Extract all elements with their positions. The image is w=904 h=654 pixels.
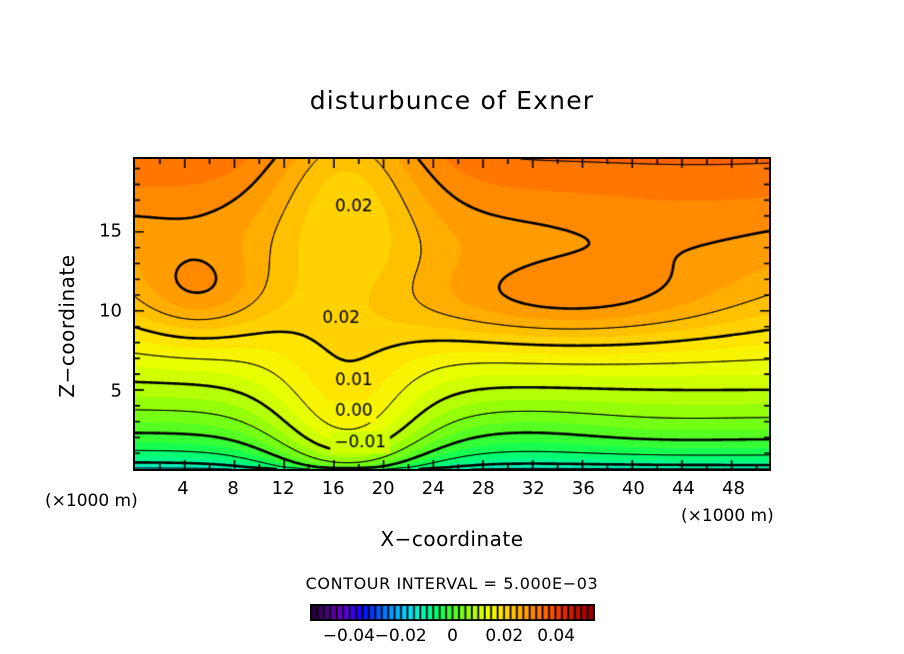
y-axis-title: Z−coordinate bbox=[55, 254, 79, 398]
x-tick-label: 20 bbox=[371, 478, 395, 499]
x-axis-title: X−coordinate bbox=[380, 527, 524, 551]
x-tick-label: 36 bbox=[571, 478, 595, 499]
contour-interval-caption: CONTOUR INTERVAL = 5.000E−03 bbox=[305, 574, 599, 593]
x-tick-label: 4 bbox=[177, 478, 189, 499]
x-tick-label: 16 bbox=[321, 478, 345, 499]
colorbar-tick-label: −0.04 bbox=[322, 626, 375, 646]
y-tick-label: 15 bbox=[99, 220, 122, 242]
y-axis-unit-label: (×1000 m) bbox=[45, 491, 138, 511]
x-tick-label: 40 bbox=[621, 478, 645, 499]
x-tick-label: 12 bbox=[271, 478, 295, 499]
x-tick-label: 48 bbox=[722, 478, 745, 499]
colorbar bbox=[310, 604, 595, 621]
x-tick-label: 32 bbox=[521, 478, 545, 499]
colorbar-tick-label: −0.02 bbox=[374, 626, 427, 646]
colorbar-tick-label: 0 bbox=[447, 626, 458, 646]
x-tick-label: 28 bbox=[471, 478, 495, 499]
colorbar-tick-label: 0.04 bbox=[537, 626, 576, 646]
x-tick-label: 8 bbox=[227, 478, 239, 499]
page-title: disturbunce of Exner bbox=[309, 86, 595, 115]
x-tick-label: 24 bbox=[421, 478, 445, 499]
x-tick-label: 44 bbox=[671, 478, 695, 499]
y-tick-label: 10 bbox=[99, 300, 122, 322]
y-tick-label: 5 bbox=[110, 380, 122, 402]
colorbar-canvas bbox=[310, 604, 595, 621]
colorbar-tick-label: 0.02 bbox=[485, 626, 524, 646]
x-axis-unit-label: (×1000 m) bbox=[681, 506, 774, 526]
contour-plot-canvas bbox=[135, 159, 769, 469]
plot-area bbox=[133, 157, 771, 471]
